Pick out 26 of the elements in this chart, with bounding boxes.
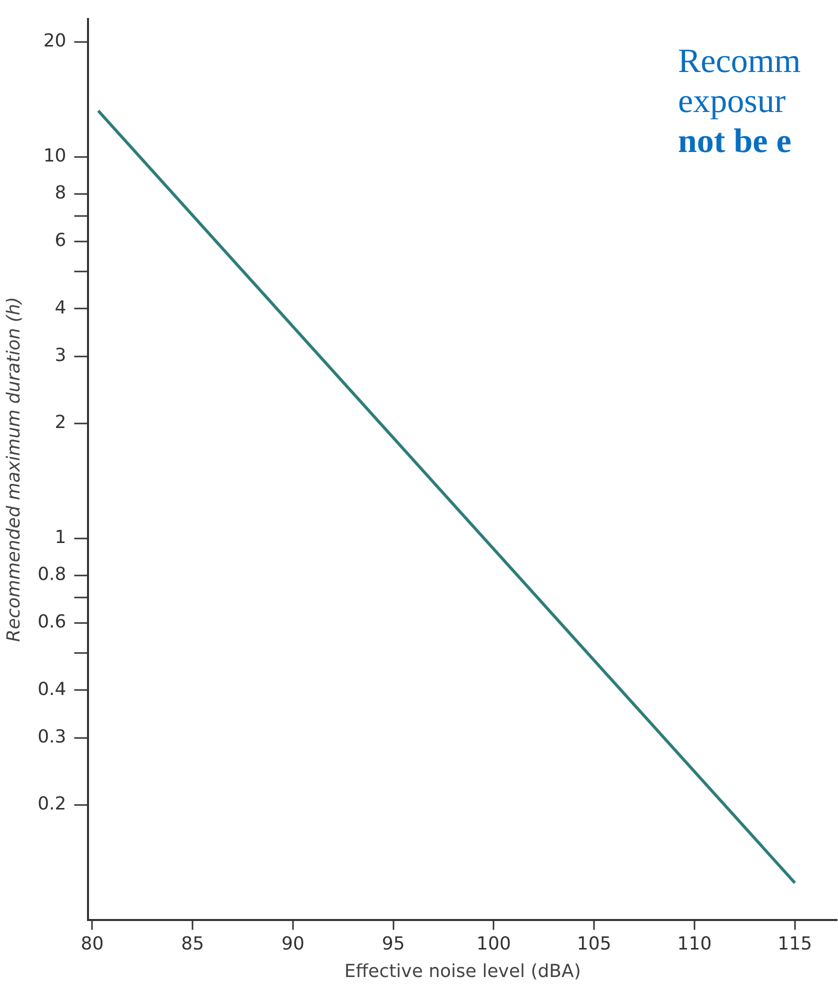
x-tick-label: 110 [677, 933, 712, 954]
y-tick-label: 2 [54, 412, 66, 434]
annotation: Recomm [678, 42, 801, 82]
x-tick-label: 105 [576, 933, 612, 954]
y-tick-label: 0.8 [38, 564, 66, 585]
y-tick-label: 4 [54, 297, 66, 318]
y-tick-label: 0.4 [38, 678, 66, 700]
x-axis-title: Effective noise level (dBA) [344, 960, 581, 982]
annotation: not be e [678, 122, 792, 162]
y-axis-title: Recommended maximum duration (h) [3, 296, 24, 642]
x-tick-label: 90 [282, 933, 304, 954]
y-tick-label: 0.3 [38, 726, 66, 748]
y-tick-label: 3 [54, 344, 66, 366]
y-tick-label: 0.2 [38, 794, 66, 815]
x-tick-label: 95 [382, 933, 405, 954]
y-tick-label: 6 [54, 230, 66, 252]
y-tick-label: 10 [43, 145, 66, 166]
y-tick-label: 8 [54, 182, 66, 204]
annotation: exposur [678, 82, 787, 122]
y-tick-label: 0.6 [38, 612, 66, 633]
x-tick-label: 100 [476, 933, 511, 954]
x-tick-label: 85 [181, 933, 204, 954]
y-tick-label: 20 [43, 30, 66, 52]
x-tick-label: 115 [778, 933, 812, 954]
x-tick-label: 80 [80, 933, 104, 954]
y-tick-label: 1 [54, 526, 66, 548]
